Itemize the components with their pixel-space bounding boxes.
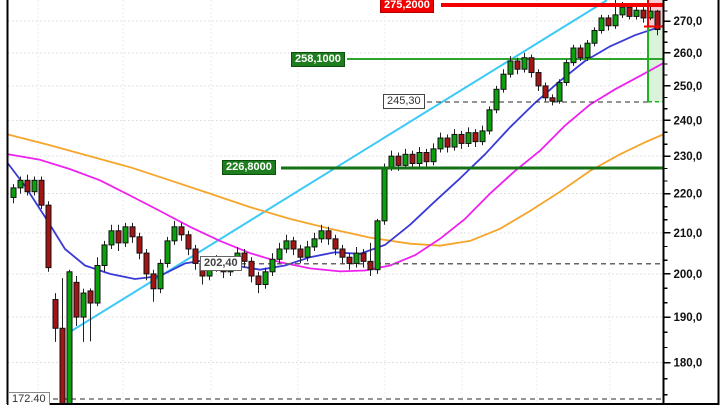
level-lines-behind [53,58,663,400]
axis-label: 210,0 [674,228,703,240]
price-level-label[interactable]: 202,40 [200,256,242,272]
axis-label: 180,0 [674,358,703,370]
axis-label: 260,0 [674,48,703,60]
price-level-label[interactable]: 258,1000 [291,51,345,67]
axis-label: 200,0 [674,269,703,281]
axis-label: 230,0 [674,151,703,163]
price-level-label[interactable]: 245,30 [383,94,425,110]
axis-label: 250,0 [674,81,703,93]
axis-label: 270,0 [674,16,703,28]
medium-ma-line [7,62,664,273]
axis-label: 240,0 [674,115,703,127]
slow-ma-line [7,133,664,247]
position-borders [644,0,664,103]
price-level-label[interactable]: 172.40 [8,391,50,405]
axis-label: 190,0 [674,312,703,324]
axis-label: 220,0 [674,189,703,201]
price-level-label[interactable]: 275,2000 [380,0,434,13]
price-axis: 270,0 260,0 250,0 240,0 230,0 220,0 210,0 200,0… [6,0,720,405]
price-level-label[interactable]: 226,8000 [222,160,276,176]
level-lines-top [281,3,665,170]
